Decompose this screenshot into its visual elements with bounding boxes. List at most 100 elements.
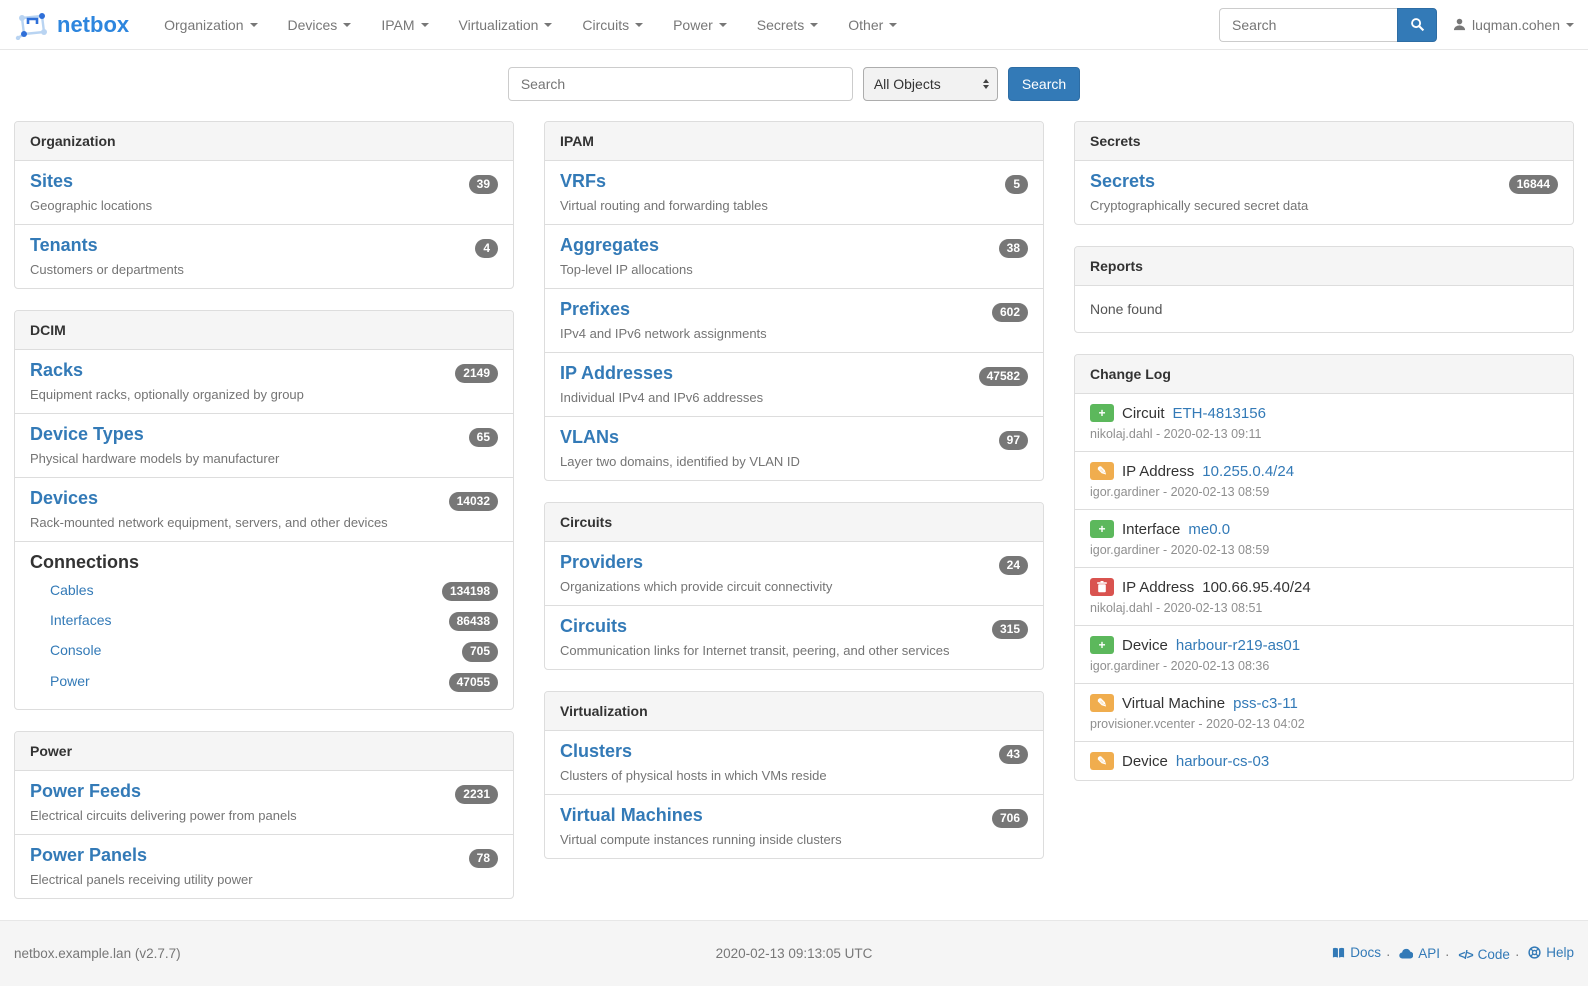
item-description: Organizations which provide circuit conn…: [560, 579, 833, 594]
plus-icon: +: [1090, 520, 1114, 538]
footer-link-label: Docs: [1350, 945, 1382, 961]
object-type: Interface: [1122, 520, 1181, 538]
pencil-icon: ✎: [1090, 694, 1114, 712]
navbar-search-input[interactable]: [1219, 7, 1398, 42]
sites-link[interactable]: Sites: [30, 171, 74, 191]
changelog-meta: igor.gardiner - 2020-02-13 08:36: [1090, 659, 1270, 673]
column-left: Organization 39 Sites Geographic locatio…: [14, 121, 514, 920]
search-scope-select[interactable]: All Objects: [862, 67, 998, 101]
nav-item-other[interactable]: Other: [833, 0, 912, 50]
list-item: 2231 Power Feeds Electrical circuits del…: [15, 771, 513, 835]
ip-addresses-link[interactable]: IP Addresses: [560, 363, 674, 383]
interfaces-link[interactable]: Interfaces: [50, 612, 112, 629]
prefixes-link[interactable]: Prefixes: [560, 299, 631, 319]
chevron-down-icon: [889, 22, 898, 27]
power-feeds-link[interactable]: Power Feeds: [30, 780, 142, 801]
device-types-link[interactable]: Device Types: [30, 424, 144, 444]
global-search-bar: All Objects Search: [0, 50, 1588, 121]
item-description: Layer two domains, identified by VLAN ID: [560, 454, 800, 469]
changelog-object-link[interactable]: pss-c3-11: [1233, 694, 1298, 712]
navbar-search-button[interactable]: [1397, 7, 1438, 42]
virtual-machines-link[interactable]: Virtual Machines: [560, 805, 703, 825]
global-search-button[interactable]: Search: [1007, 67, 1081, 101]
global-search-input[interactable]: [507, 67, 853, 101]
nav-item-organization[interactable]: Organization: [149, 0, 272, 50]
changelog-object-deleted: 100.66.95.40/24: [1202, 578, 1311, 596]
column-middle: IPAM 5 VRFs Virtual routing and forwardi…: [544, 121, 1044, 880]
changelog-meta: igor.gardiner - 2020-02-13 08:59: [1090, 485, 1270, 499]
user-icon: [1453, 18, 1466, 31]
changelog-object-link[interactable]: me0.0: [1188, 520, 1231, 538]
item-description: Virtual compute instances running inside…: [560, 832, 842, 847]
nav-item-devices[interactable]: Devices: [273, 0, 367, 50]
count-badge: 706: [991, 809, 1028, 829]
footer-link-label: API: [1418, 945, 1441, 961]
item-description: Electrical circuits delivering power fro…: [30, 807, 297, 823]
footer-link-label: Help: [1546, 944, 1574, 960]
count-badge: 86438: [448, 612, 498, 632]
list-item: 315 Circuits Communication links for Int…: [545, 606, 1043, 669]
nav-item-label: Power: [673, 16, 713, 33]
vrfs-link[interactable]: VRFs: [560, 171, 607, 191]
tenants-link[interactable]: Tenants: [30, 235, 98, 255]
connections-row: 86438 Interfaces: [30, 607, 498, 637]
clusters-link[interactable]: Clusters: [560, 741, 633, 761]
help-link[interactable]: Help: [1528, 945, 1574, 960]
panel-change-log: Change Log + Circuit ETH-4813156 nikolaj…: [1074, 354, 1574, 781]
circuits-link[interactable]: Circuits: [560, 616, 628, 636]
panel-title: Change Log: [1075, 355, 1573, 394]
providers-link[interactable]: Providers: [560, 552, 644, 572]
connections-row: 705 Console: [30, 637, 498, 667]
user-menu[interactable]: luqman.cohen: [1453, 17, 1574, 33]
count-badge: 5: [1005, 175, 1028, 195]
changelog-entry: + Interface me0.0 igor.gardiner - 2020-0…: [1075, 510, 1573, 568]
nav-item-label: Organization: [164, 16, 244, 33]
panel-title: Virtualization: [545, 692, 1043, 731]
panel-ipam: IPAM 5 VRFs Virtual routing and forwardi…: [544, 121, 1044, 481]
aggregates-link[interactable]: Aggregates: [560, 235, 660, 255]
list-item: 38 Aggregates Top-level IP allocations: [545, 225, 1043, 289]
secrets-link[interactable]: Secrets: [1090, 171, 1156, 191]
list-item: 2149 Racks Equipment racks, optionally o…: [15, 350, 513, 414]
racks-link[interactable]: Racks: [30, 360, 84, 380]
cables-link[interactable]: Cables: [50, 582, 94, 598]
count-badge: 705: [461, 642, 498, 662]
nav-item-circuits[interactable]: Circuits: [567, 0, 658, 50]
count-badge: 43: [998, 745, 1028, 765]
dashboard-grid: Organization 39 Sites Geographic locatio…: [0, 121, 1588, 920]
changelog-object-link[interactable]: 10.255.0.4/24: [1202, 462, 1295, 480]
panel-title: Organization: [15, 122, 513, 161]
connections-row: 47055 Power: [30, 668, 498, 698]
docs-link[interactable]: Docs: [1332, 945, 1381, 960]
nav-item-virtualization[interactable]: Virtualization: [444, 0, 568, 50]
object-type: Device: [1122, 752, 1168, 770]
item-description: Geographic locations: [30, 198, 153, 213]
life-ring-icon: [1528, 946, 1541, 959]
changelog-entry: + Device harbour-r219-as01 igor.gardiner…: [1075, 626, 1573, 684]
netbox-brand[interactable]: netbox: [14, 10, 129, 40]
dot-separator: ·: [1445, 946, 1450, 962]
item-description: Physical hardware models by manufacturer: [30, 451, 280, 466]
cloud-icon: [1399, 948, 1414, 959]
changelog-meta: nikolaj.dahl - 2020-02-13 08:51: [1090, 601, 1263, 615]
vlans-link[interactable]: VLANs: [560, 427, 620, 447]
nav-item-power[interactable]: Power: [658, 0, 742, 50]
power-panels-link[interactable]: Power Panels: [30, 844, 148, 865]
panel-title: DCIM: [15, 311, 513, 350]
devices-link[interactable]: Devices: [30, 488, 99, 508]
nav-item-secrets[interactable]: Secrets: [742, 0, 833, 50]
changelog-object-link[interactable]: ETH-4813156: [1172, 404, 1266, 422]
console-link[interactable]: Console: [50, 642, 102, 659]
changelog-object-link[interactable]: harbour-cs-03: [1175, 752, 1270, 770]
nav-item-ipam[interactable]: IPAM: [366, 0, 443, 50]
power-connections-link[interactable]: Power: [50, 672, 90, 689]
panel-secrets: Secrets 16844 Secrets Cryptographically …: [1074, 121, 1574, 225]
changelog-object-link[interactable]: harbour-r219-as01: [1175, 636, 1301, 654]
changelog-entry: ✎ IP Address 10.255.0.4/24 igor.gardiner…: [1075, 452, 1573, 510]
search-icon: [1410, 17, 1425, 32]
count-badge: 2149: [455, 364, 498, 384]
book-icon: [1332, 947, 1345, 959]
count-badge: 24: [998, 556, 1028, 576]
api-link[interactable]: API: [1399, 946, 1440, 961]
code-link[interactable]: </> Code: [1458, 947, 1510, 962]
